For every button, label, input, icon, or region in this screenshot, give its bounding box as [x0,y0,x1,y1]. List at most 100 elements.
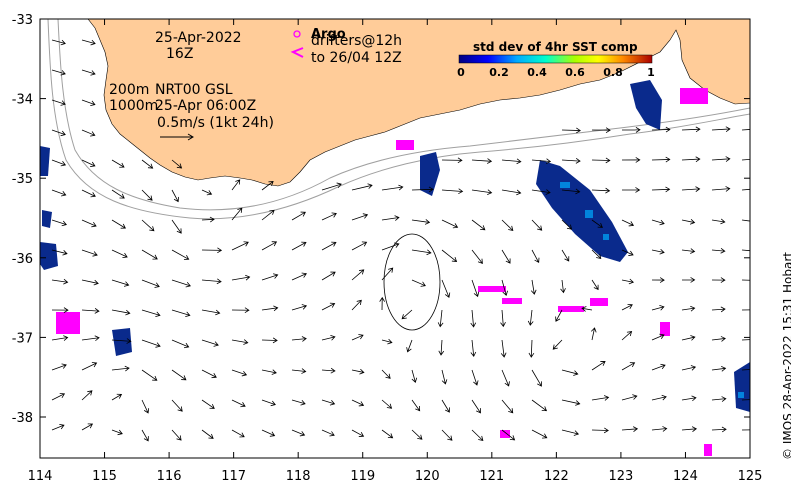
current-vector [261,369,277,375]
current-vector [681,277,696,283]
current-vector [141,249,158,260]
current-vector [552,339,563,350]
current-vector [441,157,463,164]
current-vector [501,399,514,414]
credit-text: © IMOS 28-Apr-2022 15:31 Hobart [781,252,791,460]
isobath-label-200m: 200m [109,82,150,98]
current-vector [531,189,551,195]
isobath-label-1000m: 1000m [109,98,159,114]
current-vector [741,129,750,131]
y-tick-label: -33 [12,13,33,28]
current-vector [741,188,750,191]
current-vector [321,367,336,374]
current-vector [591,127,611,133]
current-vector [501,189,522,196]
current-vector [500,309,506,328]
current-vector [111,429,123,436]
current-vector [261,241,278,251]
current-vector [351,429,365,437]
current-vector [531,429,548,439]
current-vector [291,211,306,221]
current-vector [741,339,750,341]
current-vector [471,219,486,231]
current-vector [81,189,96,198]
current-vector [261,305,279,312]
current-vector [527,309,534,326]
current-vector [351,213,369,221]
current-vector [591,395,610,401]
current-vector [561,127,581,134]
current-vector [141,309,161,318]
drifter-arrow-icon [290,47,304,58]
current-vector [201,216,215,223]
current-vector [621,362,636,371]
current-vector [51,219,68,227]
current-vector [501,369,510,387]
current-vector [500,339,507,358]
current-vector [470,309,477,328]
current-vector [531,369,542,387]
current-vector [351,399,365,407]
current-vector [261,273,279,281]
current-vector [321,429,335,437]
current-vector [201,309,221,316]
current-vector [741,158,750,161]
current-vector [561,249,570,262]
current-vector [201,399,215,409]
current-vector [291,429,306,437]
current-vector [81,279,99,286]
current-vector [51,69,66,76]
product-time: 25-Apr 06:00Z [155,98,257,114]
current-vector [741,399,750,401]
colorbar: std dev of 4hr SST comp 0 0.2 0.4 0.6 0.8 1 [457,40,655,79]
x-tick-label: 119 [350,469,375,484]
current-vector [171,339,190,349]
current-vector [591,279,599,291]
current-vector [561,369,579,376]
current-vector [501,219,514,232]
current-vector [201,429,214,439]
current-vector [231,207,243,221]
current-vector [471,158,493,164]
current-vector [81,219,97,228]
current-vector [621,157,641,163]
current-vector [621,330,633,341]
current-vector [351,334,364,341]
current-vector [141,369,158,381]
current-vector [681,126,701,133]
colorbar-tick-label: 0 [457,66,465,79]
product-label: NRT00 GSL [155,82,233,98]
current-vector [501,279,508,297]
colorbar-tick-label: 0.6 [565,66,585,79]
legend-drifters-label: drifters@12h [311,33,403,49]
current-vector [51,423,65,431]
current-vector [381,399,393,409]
current-vector [560,279,566,294]
current-vector [231,399,246,408]
current-vector [51,159,67,167]
colorbar-tick-label: 0.4 [527,66,547,79]
current-vector [171,249,190,260]
current-vector [291,399,306,406]
colorbar-tick-label: 0.2 [489,66,509,79]
current-vector [111,338,132,344]
current-vector [81,159,96,167]
x-tick-label: 122 [544,469,569,484]
current-vector [111,249,128,258]
current-vector [111,219,127,229]
current-vector [201,339,219,347]
x-tick-label: 123 [608,469,633,484]
current-vector [711,365,727,372]
drifter-tracks [56,88,712,456]
current-vector [381,429,394,439]
current-vector [591,361,606,371]
current-vector [555,309,563,322]
current-vector [231,241,249,251]
current-vector [651,219,665,226]
current-vector [621,127,641,133]
current-vector [621,394,638,401]
colorbar-tick-label: 1 [647,66,655,79]
current-vector [261,209,275,221]
current-vector [81,362,98,371]
x-tick-label: 120 [415,469,440,484]
